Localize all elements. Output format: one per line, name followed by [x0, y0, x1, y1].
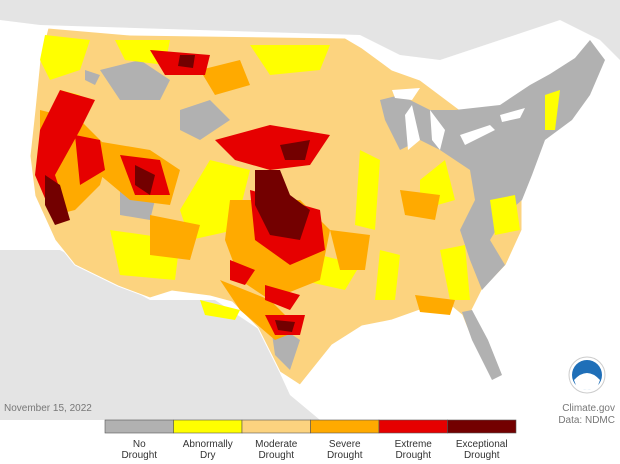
- mexico: [0, 250, 320, 420]
- gray-florida: [462, 310, 502, 380]
- legend-label: Dry: [200, 450, 216, 461]
- legend-label: Drought: [395, 450, 431, 461]
- legend-label: No: [133, 439, 146, 450]
- surrounding-land: [0, 0, 620, 420]
- legend-swatch: [173, 419, 243, 434]
- legend: NoDroughtAbnormallyDryModerateDroughtSev…: [104, 419, 517, 461]
- legend-swatch: [310, 419, 380, 434]
- logo-wave: [574, 373, 600, 390]
- legend-swatch: [378, 419, 448, 434]
- credit: Climate.gov: [562, 403, 615, 414]
- legend-swatch: [104, 419, 174, 434]
- great-lakes: [392, 88, 525, 150]
- legend-label: Severe: [329, 439, 361, 450]
- exceptional-drought: [45, 55, 310, 332]
- legend-label: Drought: [464, 450, 500, 461]
- date: November 15, 2022: [4, 403, 92, 414]
- legend-label: Drought: [327, 450, 363, 461]
- legend-label: Drought: [121, 450, 157, 461]
- legend-label: Drought: [258, 450, 294, 461]
- legend-swatch: [241, 419, 311, 434]
- contiguous-us: [29, 27, 606, 386]
- severe-drought: [40, 60, 455, 340]
- legend-label: Extreme: [395, 439, 433, 450]
- gray-west: [85, 60, 300, 370]
- canada: [0, 0, 620, 60]
- legend-label: Exceptional: [456, 439, 508, 450]
- legend-label: Abnormally: [183, 439, 233, 450]
- legend-label: Moderate: [255, 439, 298, 450]
- source: Data: NDMC: [558, 415, 615, 426]
- noaa-logo: [568, 356, 606, 394]
- legend-swatch: [447, 419, 517, 434]
